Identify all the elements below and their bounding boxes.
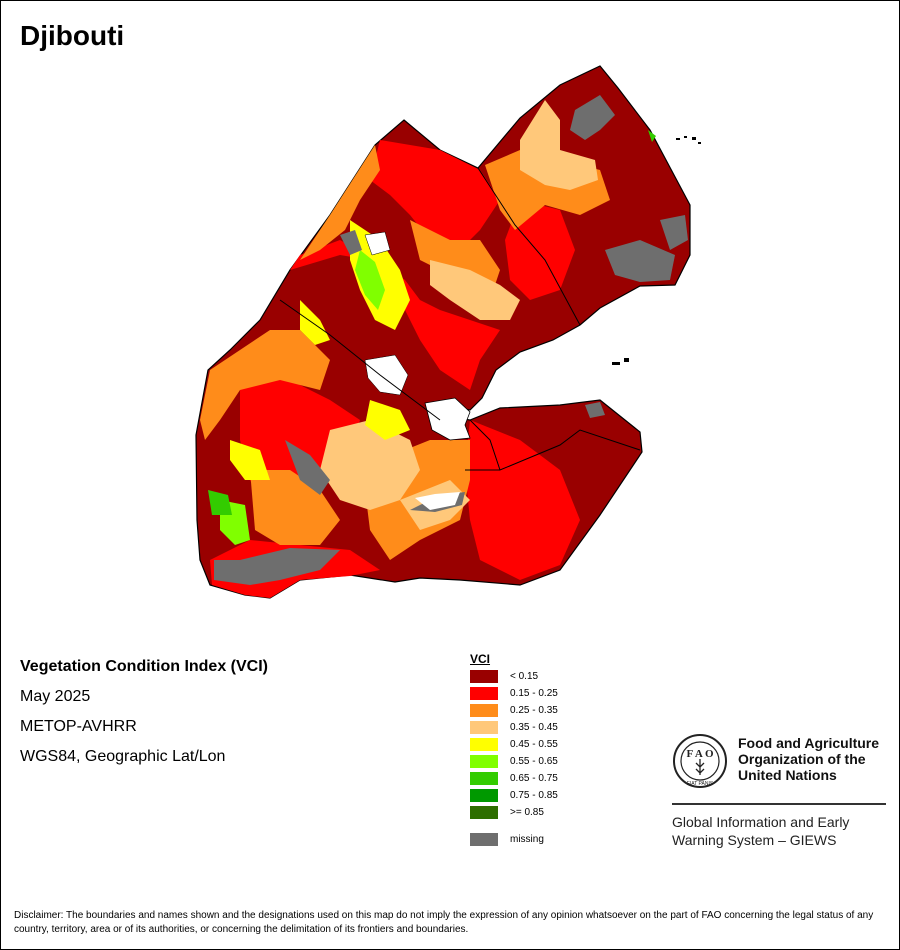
legend-item: 0.75 - 0.85 <box>470 787 558 804</box>
water-bodies <box>364 231 471 510</box>
index-name: Vegetation Condition Index (VCI) <box>20 658 268 675</box>
legend-swatch <box>470 806 498 819</box>
legend-item: >= 0.85 <box>470 804 558 821</box>
vci-missing <box>214 95 688 585</box>
legend-label: 0.75 - 0.85 <box>510 790 558 801</box>
vci-class-0-35-0-45 <box>320 100 598 530</box>
legend-swatch <box>470 704 498 717</box>
legend-swatch <box>470 772 498 785</box>
vci-legend: VCI < 0.15 0.15 - 0.25 0.25 - 0.35 0.35 - 0… <box>470 652 558 848</box>
vci-map <box>195 65 701 599</box>
legend-label: 0.45 - 0.55 <box>510 739 558 750</box>
org-name-line: United Nations <box>738 767 837 783</box>
legend-label: < 0.15 <box>510 671 539 682</box>
legend-label: missing <box>510 834 544 845</box>
legend-swatch <box>470 789 498 802</box>
logo-divider <box>672 803 886 805</box>
vci-class-0-55-0-75 <box>208 130 656 545</box>
legend-item: 0.65 - 0.75 <box>470 770 558 787</box>
org-name-line: Organization of the <box>738 751 866 767</box>
fao-logo-block: F A O FIAT PANIS Food and Agriculture Or… <box>672 733 888 849</box>
legend-label: 0.65 - 0.75 <box>510 773 558 784</box>
organization-name: Food and Agriculture Organization of the… <box>738 735 879 783</box>
org-name-line: Food and Agriculture <box>738 735 880 751</box>
legend-title: VCI <box>470 652 491 666</box>
legend-label: 0.35 - 0.45 <box>510 722 558 733</box>
legend-item: 0.45 - 0.55 <box>470 736 558 753</box>
legend-swatch <box>470 755 498 768</box>
legend-item: 0.35 - 0.45 <box>470 719 558 736</box>
legend-swatch <box>470 833 498 846</box>
program-line: Warning System – GIEWS <box>672 832 837 848</box>
legend-label: 0.55 - 0.65 <box>510 756 558 767</box>
period-label: May 2025 <box>20 688 91 705</box>
legend-swatch <box>470 721 498 734</box>
legend-item-missing: missing <box>470 831 558 848</box>
country-title: Djibouti <box>20 20 125 51</box>
legend-swatch <box>470 670 498 683</box>
region-boundaries <box>279 167 641 471</box>
fao-emblem-icon: F A O FIAT PANIS <box>673 734 727 788</box>
program-name: Global Information and Early Warning Sys… <box>672 813 888 849</box>
legend-item: 0.15 - 0.25 <box>470 685 558 702</box>
program-line: Global Information and Early <box>672 814 850 830</box>
svg-text:F A O: F A O <box>686 748 714 760</box>
sensor-label: METOP-AVHRR <box>20 718 137 735</box>
projection-label: WGS84, Geographic Lat/Lon <box>20 748 226 765</box>
legend-swatch <box>470 687 498 700</box>
islands <box>612 136 701 365</box>
legend-label: 0.25 - 0.35 <box>510 705 558 716</box>
disclaimer: Disclaimer: The boundaries and names sho… <box>14 910 874 935</box>
map-metadata: Vegetation Condition Index (VCI) May 202… <box>20 657 268 777</box>
legend-label: 0.15 - 0.25 <box>510 688 558 699</box>
legend-swatch <box>470 738 498 751</box>
emblem-text: FIAT PANIS <box>687 781 714 787</box>
vci-class-0-45-0-55 <box>230 220 410 480</box>
legend-item: < 0.15 <box>470 668 558 685</box>
legend-label: >= 0.85 <box>510 807 544 818</box>
legend-item: 0.55 - 0.65 <box>470 753 558 770</box>
legend-item: 0.25 - 0.35 <box>470 702 558 719</box>
